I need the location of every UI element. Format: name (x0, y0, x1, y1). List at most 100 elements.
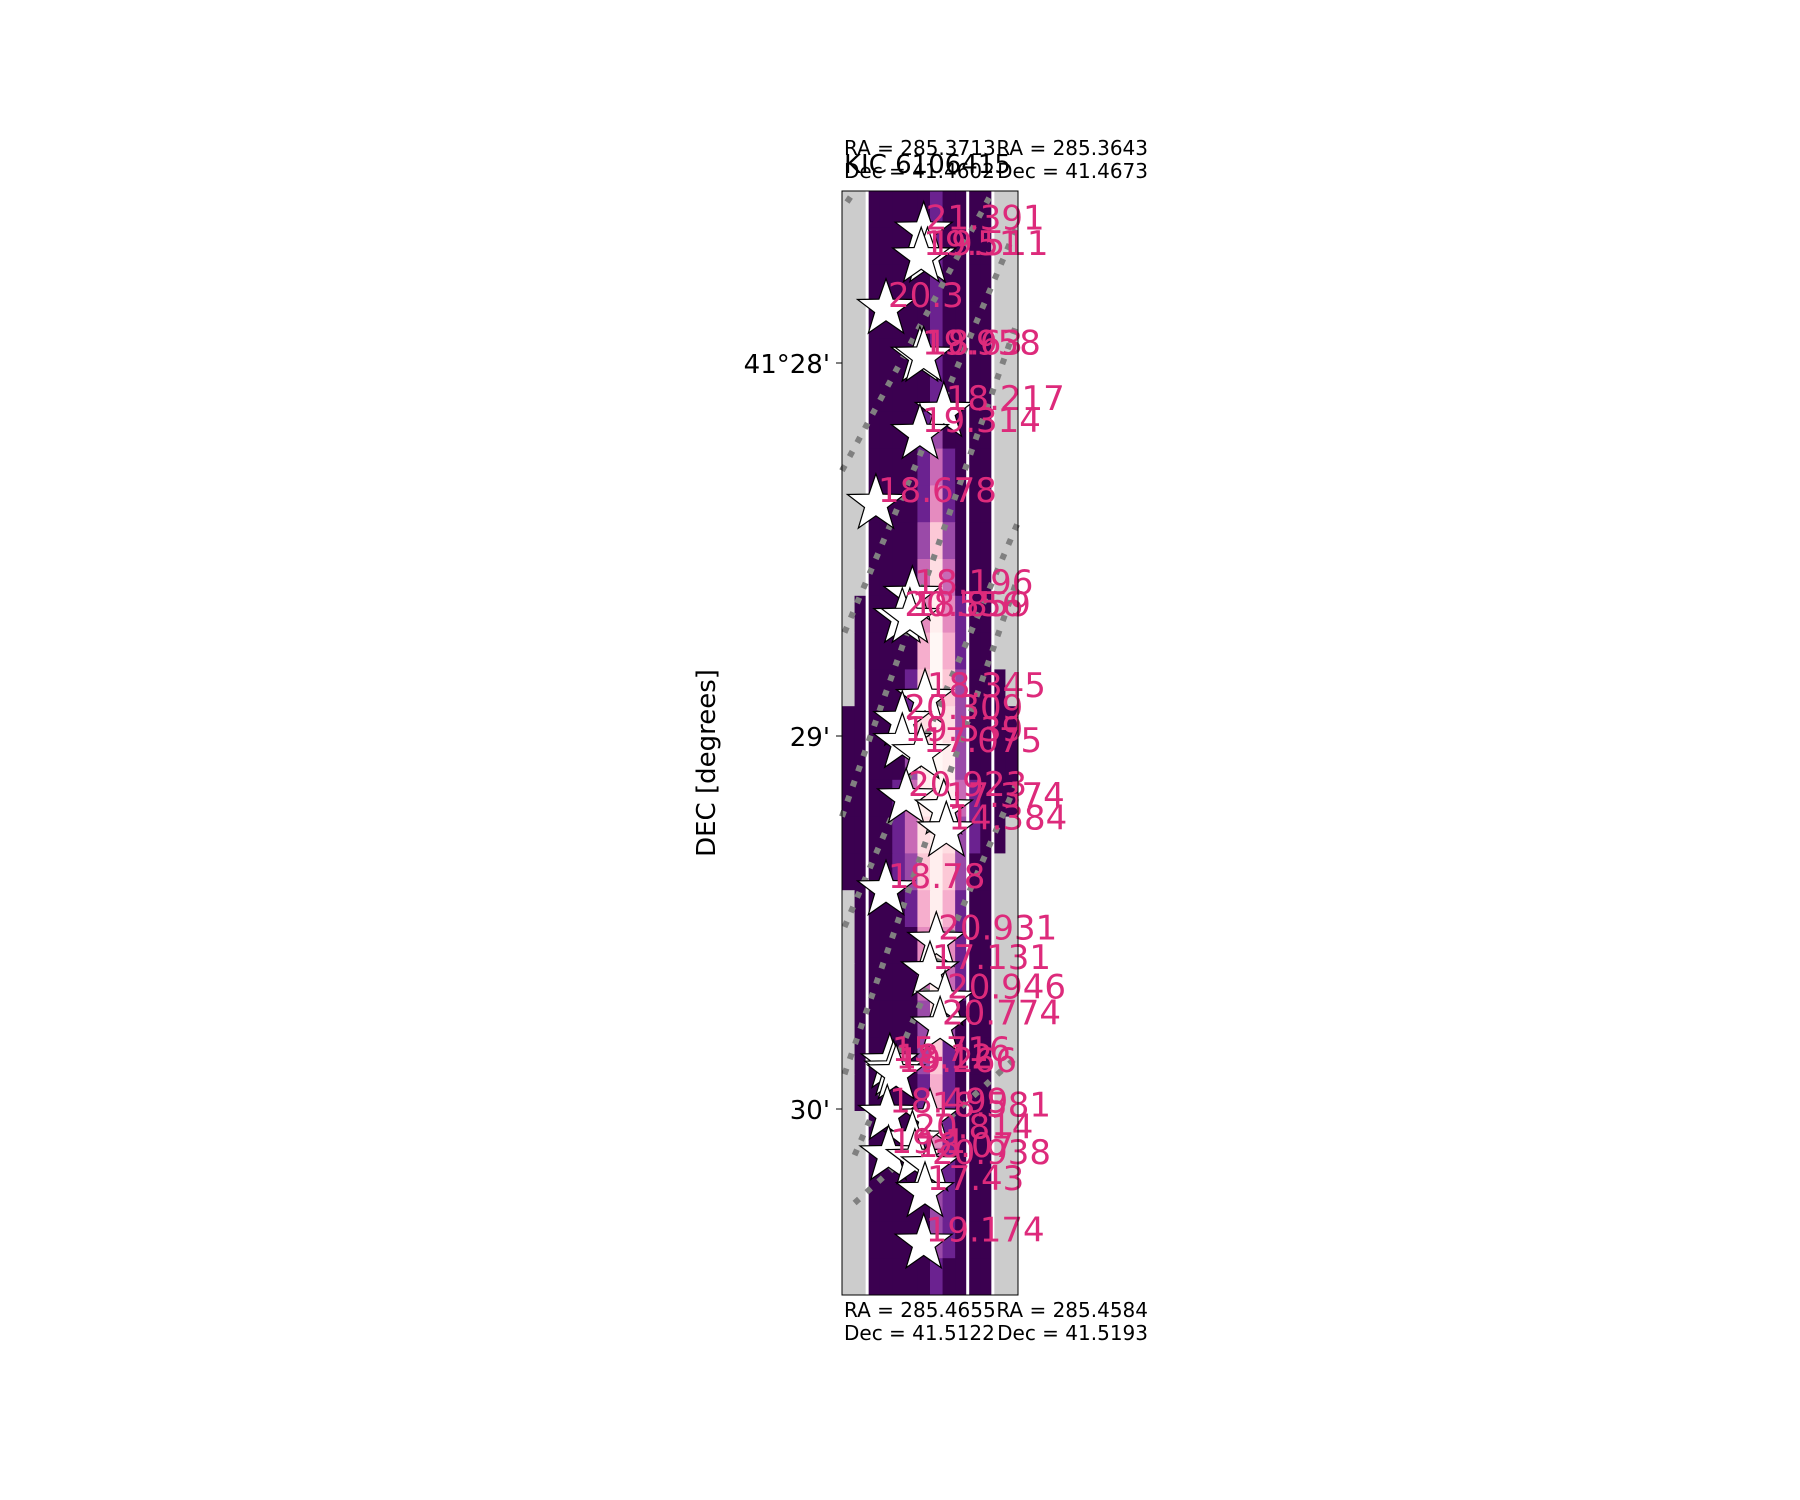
image-pixel (980, 853, 994, 891)
star-marker (884, 1126, 946, 1185)
image-pixel (904, 301, 918, 339)
image-pixel (904, 375, 918, 413)
image-pixel (879, 1000, 893, 1038)
image-pixel (854, 927, 868, 965)
magnitude-label: 20.814 (914, 1107, 1033, 1147)
image-pixel (892, 522, 906, 560)
image-pixel (930, 1258, 944, 1296)
image-pixel (917, 890, 931, 928)
image-pixel (879, 1221, 893, 1259)
star-marker (893, 324, 954, 383)
y-tick-label-29: 29' (790, 723, 830, 753)
image-pixel (1005, 1037, 1019, 1075)
image-pixel (867, 669, 881, 707)
image-pixel (967, 632, 981, 670)
y-tick-label-28: 41°28' (744, 350, 830, 380)
image-pixel (1005, 448, 1019, 486)
image-pixel (1005, 816, 1019, 854)
image-pixel (842, 632, 856, 670)
image-pixel (967, 448, 981, 486)
image-pixel (842, 375, 856, 413)
image-pixel (892, 227, 906, 266)
magnitude-label: 17.374 (946, 776, 1065, 816)
image-pixel (980, 1147, 994, 1186)
image-pixel (992, 1074, 1006, 1112)
image-pixel (967, 1000, 981, 1038)
image-pixel (967, 485, 981, 523)
image-pixel (980, 522, 994, 560)
magnitude-label: 18.196 (914, 563, 1033, 603)
image-pixel (1005, 191, 1019, 229)
star-marker (845, 471, 907, 530)
corner-top-left: RA = 285.3713 Dec = 41.4602 (844, 136, 996, 183)
image-pixel (930, 448, 944, 486)
image-pixel (992, 669, 1006, 707)
stars-layer (845, 199, 977, 1270)
image-pixel (980, 595, 994, 634)
star-marker (879, 586, 941, 644)
image-pixel (892, 191, 906, 229)
image-pixel (892, 1221, 906, 1259)
image-pixel (942, 706, 956, 744)
magnitude-label: 18.678 (878, 471, 997, 511)
corner-bottom-right-ra: RA = 285.4584 (996, 1298, 1148, 1322)
image-pixel (842, 927, 856, 965)
image-pixel (917, 448, 931, 486)
image-pixel (955, 1111, 969, 1149)
image-pixel (1005, 1074, 1019, 1112)
image-pixel (867, 595, 881, 634)
image-pixel (967, 1184, 981, 1222)
image-pixel (942, 1258, 956, 1296)
image-pixel (842, 1074, 856, 1112)
image-pixel (842, 301, 856, 339)
image-pixel (980, 890, 994, 928)
image-pixel (992, 1000, 1006, 1038)
plot-frame (841, 190, 1019, 1296)
y-axis-ticks: 41°28' 29' 30' (744, 350, 842, 1126)
image-pixel (967, 890, 981, 928)
image-pixel (867, 779, 881, 818)
star-marker (913, 379, 975, 438)
corner-top-right-dec: Dec = 41.4673 (997, 159, 1148, 183)
corner-bottom-left: RA = 285.4655 Dec = 41.5122 (844, 1298, 996, 1345)
image-pixel (842, 816, 856, 854)
image-pixel (1005, 1111, 1019, 1149)
image-pixel (992, 1147, 1006, 1186)
image-pixel (955, 595, 969, 634)
image-pixel (967, 1037, 981, 1075)
image-pixel (942, 890, 956, 928)
image-pixel (992, 375, 1006, 413)
corner-bottom-left-dec: Dec = 41.5122 (844, 1321, 995, 1345)
magnitude-label: 18.345 (927, 666, 1046, 706)
image-pixel (980, 375, 994, 413)
image-pixel (867, 1221, 881, 1259)
image-pixel (930, 632, 944, 670)
corner-top-left-ra: RA = 285.3713 (844, 136, 996, 160)
chart-title: KIC 6106415 (844, 150, 1011, 180)
aperture-segment (841, 222, 1021, 634)
magnitude-label: 17.131 (932, 938, 1051, 978)
image-pixel (892, 816, 906, 854)
aperture-segment (844, 189, 858, 204)
image-pixel (879, 448, 893, 486)
image-pixel (854, 264, 868, 302)
image-pixel (842, 264, 856, 302)
image-pixel (992, 743, 1006, 781)
image-pixel (992, 890, 1006, 928)
corner-bottom-right: RA = 285.4584 Dec = 41.5193 (996, 1298, 1148, 1345)
image-pixel (854, 890, 868, 928)
image-pixel (842, 1221, 856, 1259)
image-pixel (892, 927, 906, 965)
image-pixel (1005, 411, 1019, 450)
image-pixel (867, 1258, 881, 1296)
image-pixel (967, 669, 981, 707)
image-pixel (992, 1221, 1006, 1259)
image-pixel (955, 1258, 969, 1296)
magnitude-label: 18.12 (896, 1038, 993, 1078)
image-pixel (1005, 1258, 1019, 1296)
image-pixel (854, 191, 868, 229)
image-pixel (842, 1184, 856, 1222)
image-pixel (904, 816, 918, 854)
image-pixel (854, 1037, 868, 1075)
image-pixel (854, 338, 868, 376)
